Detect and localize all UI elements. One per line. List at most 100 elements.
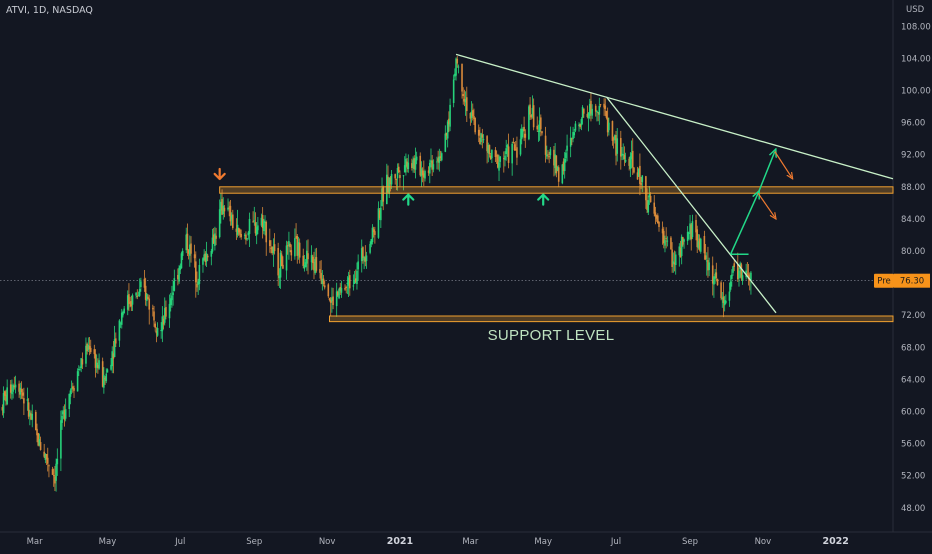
candle-body [39,442,42,450]
candle-body [540,117,542,130]
candle-body [641,175,644,183]
candle-body [683,239,685,242]
candle-body [173,278,176,291]
candle-body [263,220,265,232]
candle-body [185,234,188,251]
candle-body [239,229,241,235]
candle-body [236,224,239,235]
candle-body [732,266,734,273]
candle-body [36,428,38,436]
candle-body [370,239,373,245]
candle-body [13,385,16,388]
candle-body [736,263,739,280]
candle-body [574,123,577,131]
candle-body [662,230,665,244]
candle-body [633,167,635,173]
candle-body [18,383,20,392]
candle-body [406,161,408,168]
candle-body [637,168,640,177]
trendline [605,96,777,314]
candle-body [639,165,641,184]
candle-body [605,110,608,118]
candle-body [746,273,749,275]
candle-body [431,160,433,170]
y-tick-label: 84.00 [901,215,925,225]
candle-body [705,260,708,262]
candle-body [731,274,733,279]
candle-body [356,270,358,285]
price-tag-box [894,273,930,288]
candle-body [603,103,605,108]
candle-body [561,164,564,184]
candle-body [587,112,590,118]
candle-body [512,141,515,143]
candle-body [671,249,673,267]
candle-body [655,215,658,219]
y-tick-label: 60.00 [901,408,925,418]
price-tag-value: 76.30 [900,277,924,287]
candle-body [161,316,164,332]
projection [729,151,792,255]
x-tick-label: Jul [610,537,621,547]
candle-body [707,260,709,271]
candle-body [612,138,615,140]
candle-body [673,262,676,265]
candle-body [27,402,30,417]
candle-body [211,237,214,252]
candle-body [523,126,525,132]
candle-body [120,312,123,325]
candle-body [646,200,648,211]
candle-body [118,320,121,341]
level-zone [219,186,894,194]
candle-body [606,117,609,133]
candle-body [70,388,73,390]
candle-body [440,153,443,161]
candle-body [252,221,254,223]
candle-body [446,121,449,139]
candle-body [76,371,79,392]
candle-body [294,238,296,257]
candle-body [621,153,623,156]
candle-body [106,369,109,373]
candle-body [319,269,321,273]
candle-body [555,155,558,174]
candle-body [487,145,490,153]
candle-body [608,122,610,131]
candle-body [128,294,130,305]
candle-body [708,262,710,271]
candle-body [323,285,326,288]
candle-body [178,267,180,282]
candle-body [280,254,283,267]
candle-body [113,339,116,358]
candle-body [227,207,229,210]
candle-body [307,253,309,260]
candle-body [415,156,418,161]
candle-body [386,174,388,205]
candle-body [255,227,258,236]
candle-body [620,138,622,157]
candle-body [488,144,491,155]
candle-body [101,361,104,387]
candle-body [380,207,382,221]
candle-body [628,158,630,166]
candle-body [277,247,279,276]
candle-body [51,469,54,475]
candle-body [112,353,115,359]
candle-body [257,225,259,231]
candle-body [464,99,467,103]
candle-body [315,257,318,271]
candle-body [688,232,690,234]
candle-body [394,174,396,179]
candle-body [48,465,50,467]
candle-body [689,223,691,234]
candle-body [37,433,40,446]
candle-body [89,347,92,353]
candle-body [531,107,534,117]
candle-body [372,229,375,233]
candle-body [579,123,582,127]
candle-body [556,167,559,172]
candle-body [722,296,725,303]
candle-body [616,138,619,154]
candle-body [503,158,505,160]
candle-body [298,242,301,258]
